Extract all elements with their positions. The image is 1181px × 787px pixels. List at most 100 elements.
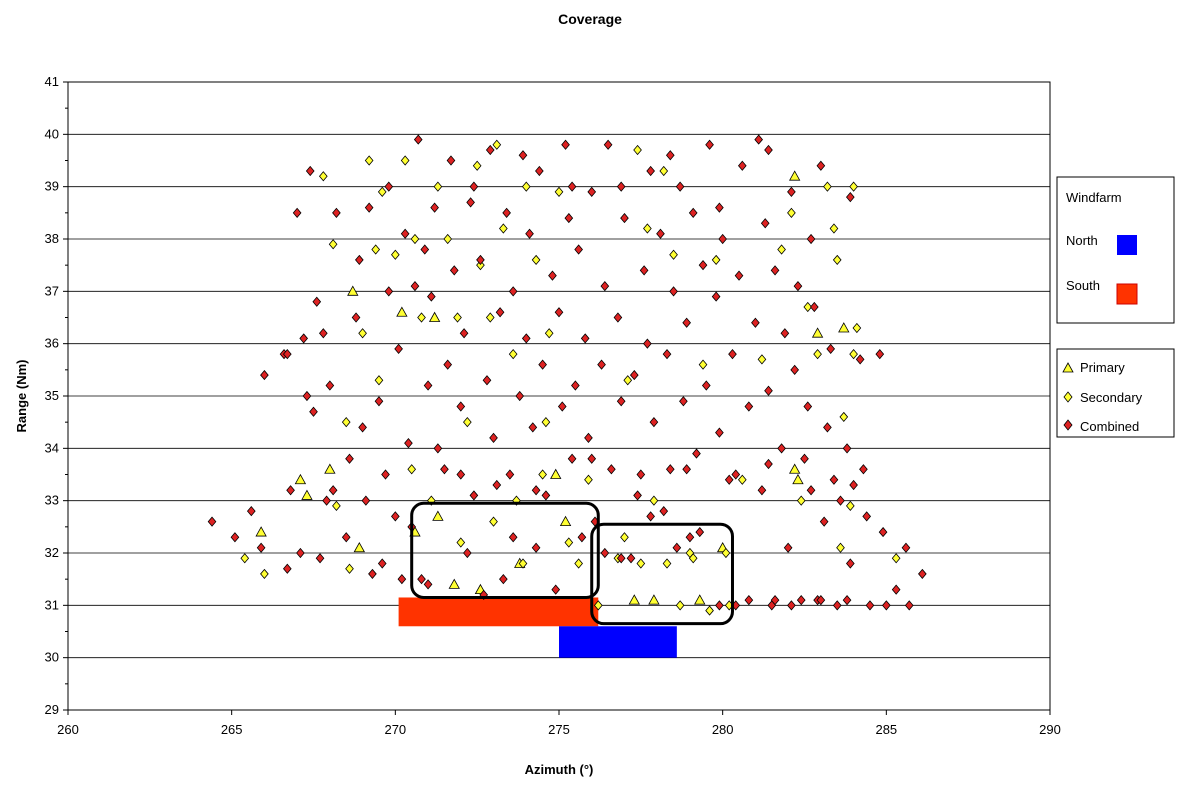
point-secondary	[476, 260, 485, 271]
legend-north-label: North	[1066, 233, 1098, 248]
point-combined	[341, 532, 351, 543]
point-combined	[633, 490, 642, 501]
y-tick-label: 35	[45, 388, 59, 403]
point-combined	[600, 280, 610, 292]
point-combined	[787, 600, 796, 611]
point-primary	[789, 170, 801, 181]
point-secondary	[456, 537, 466, 548]
point-combined	[410, 280, 420, 292]
point-secondary	[829, 223, 839, 234]
point-combined	[466, 197, 475, 208]
point-combined	[855, 354, 865, 365]
legend-primary-label: Primary	[1080, 360, 1125, 375]
point-secondary	[453, 312, 462, 323]
point-secondary	[508, 349, 518, 360]
legend-combined-label: Combined	[1080, 419, 1139, 434]
point-secondary	[721, 547, 731, 559]
point-combined	[557, 401, 567, 412]
point-combined	[878, 526, 888, 538]
point-secondary	[391, 249, 400, 260]
point-combined	[842, 443, 852, 454]
y-tick-label: 30	[45, 650, 59, 665]
point-combined	[505, 469, 515, 480]
point-secondary	[364, 155, 374, 166]
point-combined	[541, 490, 551, 501]
point-combined	[381, 469, 390, 480]
point-combined	[904, 600, 914, 611]
point-secondary	[757, 354, 767, 365]
point-secondary	[433, 181, 443, 192]
point-primary	[648, 594, 660, 605]
point-combined	[567, 181, 577, 192]
point-combined	[796, 594, 806, 606]
point-combined	[397, 574, 407, 585]
point-combined	[499, 574, 508, 585]
point-combined	[305, 165, 315, 177]
point-combined	[469, 490, 479, 501]
legend-combined-marker	[1063, 419, 1073, 431]
point-combined	[783, 542, 793, 553]
point-secondary	[711, 254, 721, 266]
point-combined	[400, 228, 410, 239]
data-points	[207, 134, 927, 616]
point-combined	[715, 427, 724, 438]
point-combined	[492, 479, 502, 491]
point-combined	[315, 553, 325, 564]
point-secondary	[341, 417, 351, 428]
point-secondary	[318, 171, 328, 182]
point-combined	[246, 506, 256, 517]
point-combined	[665, 150, 675, 161]
point-combined	[361, 495, 371, 506]
point-combined	[882, 600, 891, 611]
point-combined	[875, 349, 885, 360]
point-combined	[427, 291, 436, 302]
point-combined	[413, 134, 423, 145]
point-combined	[368, 568, 377, 580]
point-secondary	[499, 223, 508, 234]
point-combined	[793, 280, 803, 292]
point-combined	[489, 432, 498, 443]
point-combined	[584, 432, 593, 443]
point-combined	[777, 443, 786, 454]
point-primary	[324, 463, 336, 474]
point-primary	[838, 322, 850, 333]
point-combined	[600, 547, 610, 559]
point-combined	[554, 307, 564, 318]
point-combined	[836, 495, 845, 506]
point-secondary	[407, 464, 417, 475]
point-combined	[417, 574, 426, 585]
point-combined	[286, 485, 295, 496]
point-primary	[448, 578, 460, 589]
point-combined	[744, 401, 754, 412]
y-tick-label: 37	[45, 283, 59, 298]
y-tick-label: 39	[45, 179, 59, 194]
point-secondary	[531, 254, 541, 266]
point-combined	[332, 207, 341, 218]
point-primary	[694, 594, 706, 605]
point-secondary	[584, 474, 593, 485]
point-combined	[521, 333, 531, 344]
point-combined	[728, 349, 737, 360]
point-secondary	[554, 186, 564, 198]
point-combined	[515, 390, 525, 402]
point-secondary	[849, 181, 858, 192]
point-combined	[485, 144, 495, 156]
x-tick-label: 290	[1039, 722, 1061, 737]
point-secondary	[823, 181, 832, 192]
point-combined	[672, 542, 682, 553]
point-combined	[302, 390, 312, 402]
point-combined	[620, 212, 629, 224]
x-tick-label: 260	[57, 722, 79, 737]
point-combined	[829, 474, 839, 485]
point-combined	[574, 244, 583, 255]
point-combined	[508, 532, 518, 543]
point-combined	[364, 202, 374, 213]
point-combined	[446, 155, 456, 166]
point-combined	[322, 495, 331, 506]
windfarm-legend: Windfarm North South	[1056, 176, 1175, 324]
point-combined	[449, 265, 459, 276]
point-combined	[679, 396, 688, 407]
point-secondary	[541, 417, 551, 428]
point-combined	[832, 600, 842, 611]
